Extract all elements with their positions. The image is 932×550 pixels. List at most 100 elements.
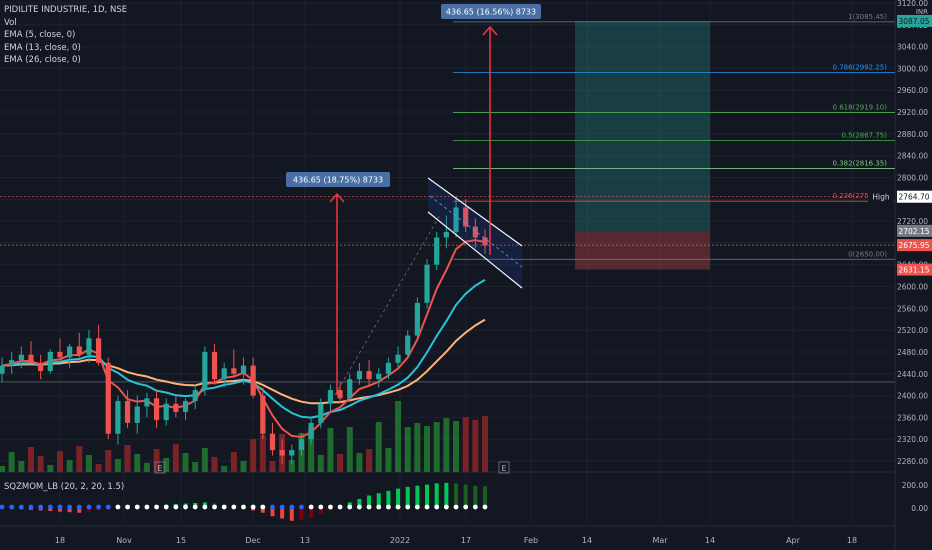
candle-body — [356, 371, 363, 380]
squeeze-dot — [289, 504, 295, 510]
price-tag-label: 2702.15 — [898, 227, 929, 236]
candle-body — [472, 226, 478, 238]
price-tag — [897, 14, 932, 27]
squeeze-dot — [67, 504, 73, 510]
candle — [250, 357, 256, 399]
volume-bar — [163, 458, 170, 472]
volume-bar — [153, 449, 160, 472]
candle — [124, 390, 131, 429]
price-tick-label: 2520.00 — [897, 326, 928, 335]
chart-legend: PIDILITE INDUSTRIE, 1D, NSE Vol EMA (5, … — [4, 4, 127, 67]
squeeze-dot — [212, 504, 217, 510]
candle — [38, 354, 44, 380]
candle — [144, 392, 150, 418]
candle-body — [182, 401, 189, 412]
candle — [18, 346, 24, 369]
volume-bar — [47, 465, 54, 472]
squeeze-dot — [192, 504, 198, 510]
candle-body — [231, 368, 237, 374]
volume-bar — [124, 445, 131, 472]
candle — [0, 357, 5, 382]
candle — [366, 360, 372, 385]
earnings-marker-box — [154, 461, 166, 474]
squeeze-dot — [28, 504, 34, 510]
price-tick-label: 2600.00 — [897, 283, 928, 292]
price-tick-label: 2440.00 — [897, 370, 928, 379]
candle — [163, 398, 169, 426]
fib-label: 0.618(2919.10) — [833, 104, 888, 112]
volume-bar — [317, 455, 324, 472]
price-tick-label: 2840.00 — [897, 152, 928, 161]
time-tick-label: Apr — [786, 536, 801, 545]
price-tick-label: 2560.00 — [897, 304, 928, 313]
candle — [9, 351, 15, 374]
squeeze-dot — [96, 504, 101, 510]
candle — [260, 387, 266, 440]
momentum-bar — [473, 485, 478, 507]
price-tag — [897, 239, 932, 252]
candle — [434, 232, 440, 271]
candle-body — [144, 398, 150, 407]
candle-body — [18, 354, 24, 361]
candle — [318, 398, 324, 429]
candle-body — [240, 365, 247, 374]
candle-body — [405, 335, 411, 355]
candle — [356, 362, 363, 385]
candle — [182, 398, 189, 421]
candle-body — [463, 207, 469, 227]
stop-zone — [575, 230, 710, 270]
price-tick-label: 2960.00 — [897, 86, 928, 95]
candle — [482, 229, 488, 254]
earnings-marker: E — [157, 464, 162, 473]
candle — [86, 330, 92, 363]
squeeze-dot — [231, 504, 237, 510]
squeeze-dot — [144, 504, 150, 510]
candle-body — [376, 373, 382, 380]
squeeze-dot — [154, 504, 159, 510]
price-tag-label: 2631.15 — [898, 266, 929, 275]
price-tick-label: 2400.00 — [897, 392, 928, 401]
squeeze-dot — [134, 504, 140, 510]
momentum-bar — [454, 483, 459, 507]
time-tick-label: 14 — [582, 536, 592, 545]
squeeze-dot — [482, 504, 488, 510]
candle-body — [414, 302, 420, 336]
candle — [337, 381, 343, 404]
squeeze-dot — [453, 504, 459, 510]
volume-bar — [327, 428, 334, 472]
candle-body — [337, 390, 343, 399]
momentum-bar — [270, 507, 275, 517]
candle-body — [308, 422, 314, 440]
squeeze-dot — [76, 504, 82, 510]
volume-bar — [172, 444, 179, 472]
time-tick-label: 13 — [300, 536, 310, 545]
volume-bar — [240, 461, 247, 472]
volume-bar — [385, 448, 392, 472]
candle-body — [124, 401, 131, 423]
high-tag: High — [872, 193, 889, 202]
momentum-bar — [483, 486, 487, 507]
price-tag-label: 3087.05 — [898, 17, 929, 26]
price-tag — [897, 190, 932, 203]
candle — [289, 444, 295, 464]
candle-body — [327, 390, 334, 404]
price-tag-label: 2675.95 — [898, 241, 929, 250]
momentum-bar — [425, 484, 430, 507]
candle-body — [453, 207, 459, 232]
squeeze-dot — [18, 504, 24, 510]
volume-bar — [472, 420, 479, 472]
volume-bar — [414, 423, 421, 472]
squeeze-dot — [376, 504, 382, 510]
price-tick-label: 3000.00 — [897, 64, 928, 73]
volume-bar — [250, 439, 257, 472]
time-tick-label: Nov — [116, 536, 132, 545]
momentum-bar — [289, 507, 294, 521]
trend-dashed — [334, 214, 441, 396]
fib-label: 0.786(2992.25) — [833, 64, 888, 72]
momentum-bar — [309, 507, 314, 518]
candle-body — [153, 398, 160, 421]
squeeze-dot — [241, 504, 246, 510]
volume-bar — [482, 416, 488, 472]
volume-bar — [395, 401, 402, 472]
